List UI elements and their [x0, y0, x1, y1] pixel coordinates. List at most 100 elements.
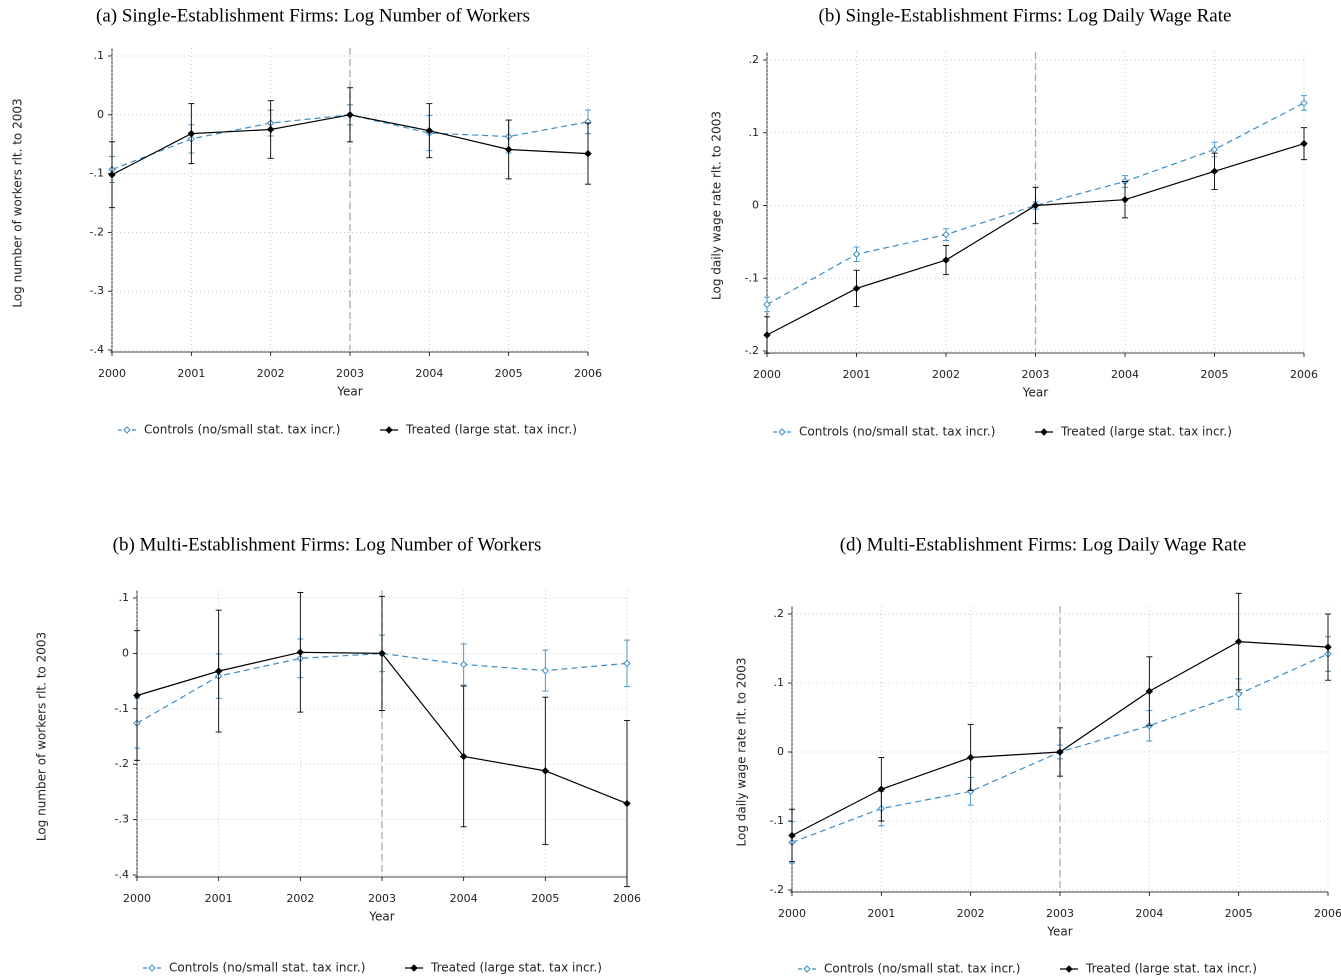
legend-label: Treated (large stat. tax incr.) — [430, 961, 602, 975]
x-tick-label: 2006 — [1314, 907, 1341, 920]
x-tick-label: 2001 — [177, 367, 205, 380]
legend-marker — [410, 964, 418, 972]
x-tick-label: 2003 — [336, 367, 364, 380]
legend-label: Controls (no/small stat. tax incr.) — [799, 425, 995, 439]
x-tick-label: 2001 — [205, 892, 233, 905]
point — [296, 648, 305, 656]
legend-marker — [803, 965, 811, 973]
x-tick-label: 2003 — [1022, 368, 1050, 381]
point — [623, 659, 631, 668]
legend-label: Treated (large stat. tax incr.) — [1060, 425, 1232, 439]
point — [1210, 145, 1219, 154]
legend-marker — [778, 428, 786, 436]
point — [942, 256, 950, 264]
point — [788, 831, 796, 840]
legend-marker — [1065, 965, 1073, 973]
y-tick-label: .1 — [119, 591, 130, 604]
point — [1031, 201, 1040, 210]
x-tick-label: 2002 — [957, 907, 985, 920]
legend-marker — [148, 964, 156, 972]
x-tick-label: 2000 — [98, 367, 126, 380]
y-tick-label: -.3 — [115, 813, 129, 826]
x-axis-title: Year — [1046, 925, 1072, 939]
point — [214, 667, 223, 675]
y-tick-label: .1 — [749, 126, 760, 139]
y-tick-label: -.4 — [90, 343, 104, 356]
point — [1234, 690, 1243, 698]
legend-marker — [123, 426, 131, 434]
x-tick-label: 2001 — [867, 907, 895, 920]
y-tick-label: -.2 — [115, 757, 129, 770]
point — [584, 149, 592, 158]
point — [1210, 167, 1219, 176]
y-tick-label: -.1 — [115, 702, 129, 715]
y-tick-label: .2 — [749, 53, 760, 66]
chart-title: (b) Single-Establishment Firms: Log Dail… — [819, 5, 1232, 26]
point — [1300, 139, 1308, 148]
y-tick-label: -.1 — [90, 167, 104, 180]
point — [541, 666, 550, 675]
point — [378, 649, 386, 658]
legend-label: Treated (large stat. tax incr.) — [1085, 962, 1257, 976]
point — [133, 691, 141, 700]
y-tick-label: -.1 — [745, 271, 759, 284]
x-tick-label: 2005 — [1225, 907, 1253, 920]
chart-title: (b) Multi-Establishment Firms: Log Numbe… — [113, 534, 542, 555]
x-tick-label: 2002 — [286, 892, 314, 905]
y-tick-label: -.2 — [90, 225, 104, 238]
point — [425, 126, 434, 135]
x-tick-label: 2002 — [932, 368, 960, 381]
legend-label: Controls (no/small stat. tax incr.) — [144, 423, 340, 437]
y-axis-title: Log daily wage rate rlt. to 2003 — [735, 658, 749, 847]
point — [108, 171, 116, 179]
point — [504, 145, 513, 154]
point — [459, 660, 468, 669]
x-tick-label: 2005 — [1201, 368, 1229, 381]
y-tick-label: .1 — [774, 676, 785, 689]
point — [1056, 748, 1064, 756]
legend-label: Treated (large stat. tax incr.) — [405, 423, 577, 437]
x-axis-title: Year — [1022, 386, 1048, 400]
point — [852, 284, 861, 293]
x-tick-label: 2000 — [123, 892, 151, 905]
point — [346, 111, 354, 119]
point — [623, 799, 631, 808]
x-tick-label: 2004 — [1111, 368, 1139, 381]
panel: (a) Single-Establishment Firms: Log Numb… — [11, 5, 603, 436]
x-tick-label: 2004 — [1135, 907, 1163, 920]
point — [763, 331, 771, 339]
legend-marker — [385, 426, 393, 434]
x-tick-label: 2005 — [531, 892, 559, 905]
y-tick-label: 0 — [122, 646, 129, 659]
chart-title: (a) Single-Establishment Firms: Log Numb… — [96, 5, 530, 26]
x-tick-label: 2005 — [495, 367, 523, 380]
legend-label: Controls (no/small stat. tax incr.) — [169, 961, 365, 975]
point — [966, 753, 975, 762]
legend-marker — [1040, 428, 1048, 436]
x-tick-label: 2000 — [753, 368, 781, 381]
x-tick-label: 2006 — [613, 892, 641, 905]
x-axis-title: Year — [336, 385, 362, 399]
point — [942, 230, 950, 239]
point — [877, 785, 886, 793]
y-tick-label: -.3 — [90, 284, 104, 297]
x-tick-label: 2003 — [1046, 907, 1074, 920]
x-tick-label: 2003 — [368, 892, 396, 905]
y-axis-title: Log number of workers rlt. to 2003 — [35, 632, 49, 841]
x-tick-label: 2000 — [778, 907, 806, 920]
point — [852, 250, 861, 258]
y-tick-label: -.2 — [770, 883, 784, 896]
point — [1145, 687, 1154, 695]
point — [459, 752, 468, 761]
panel: (d) Multi-Establishment Firms: Log Daily… — [735, 534, 1341, 975]
y-tick-label: 0 — [752, 199, 759, 212]
y-tick-label: -.4 — [115, 868, 129, 881]
y-tick-label: .2 — [774, 607, 785, 620]
x-tick-label: 2002 — [257, 367, 285, 380]
point — [541, 767, 550, 775]
point — [1324, 643, 1332, 651]
y-axis-title: Log number of workers rlt. to 2003 — [11, 98, 25, 307]
x-tick-label: 2006 — [574, 367, 602, 380]
